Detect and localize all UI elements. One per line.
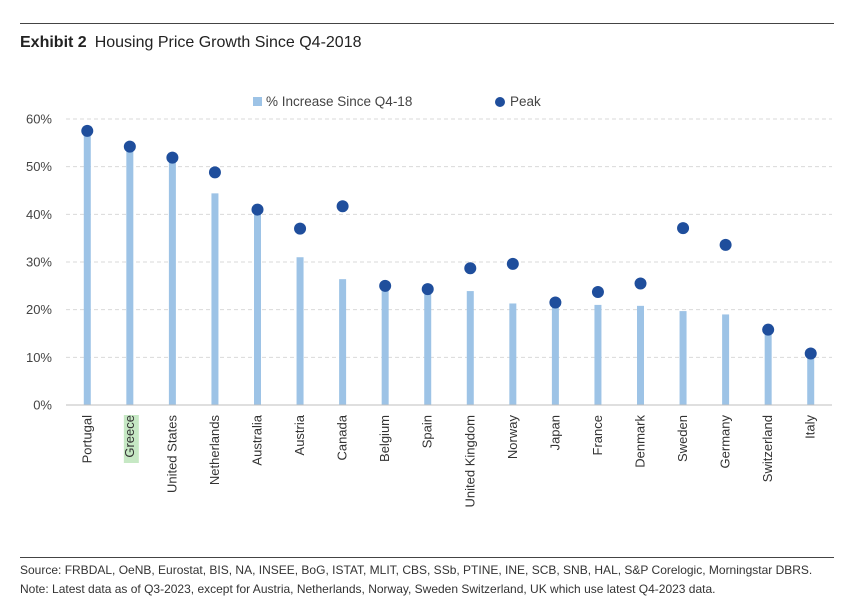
- bar-denmark: [637, 305, 644, 405]
- legend-peak-marker: [495, 97, 505, 107]
- highlight-box: [123, 415, 139, 463]
- x-tick-label: France: [590, 415, 605, 455]
- bar-netherlands: [211, 193, 219, 405]
- bar-japan: [551, 302, 559, 405]
- bar-switzerland: [764, 329, 772, 405]
- legend-bar-label: % Increase Since Q4-18: [266, 94, 412, 109]
- peak-dot-canada: [336, 200, 349, 213]
- source-note: Source: FRBDAL, OeNB, Eurostat, BIS, NA,…: [20, 563, 813, 577]
- chart-title: Housing Price Growth Since Q4-2018: [94, 34, 362, 51]
- bar-united-kingdom: [466, 291, 474, 405]
- peak-dot-australia: [251, 203, 264, 216]
- x-tick-label: Australia: [250, 414, 265, 465]
- peak-dot-switzerland: [762, 323, 775, 336]
- peak-dot-belgium: [379, 279, 392, 292]
- latest-data-note: Note: Latest data as of Q3-2023, except …: [20, 582, 716, 596]
- y-tick-label: 60%: [26, 112, 52, 127]
- x-tick-label: Norway: [505, 415, 520, 460]
- y-tick-label: 20%: [26, 302, 52, 317]
- bar-norway: [509, 303, 517, 405]
- x-tick-label: Canada: [335, 414, 350, 460]
- peak-layer: [81, 124, 817, 360]
- bar-belgium: [381, 287, 389, 405]
- peak-dot-greece: [123, 140, 136, 153]
- y-tick-label: 30%: [26, 255, 52, 270]
- x-tick-label: Spain: [420, 415, 435, 448]
- bar-layer: [83, 130, 815, 405]
- peak-dot-austria: [294, 222, 307, 235]
- bar-austria: [296, 257, 304, 405]
- x-tick-label: Denmark: [633, 415, 648, 468]
- peak-dot-germany: [719, 238, 732, 251]
- bar-australia: [254, 209, 261, 405]
- top-rule: [20, 23, 834, 24]
- bar-sweden: [679, 311, 687, 405]
- legend: % Increase Since Q4-18 Peak: [253, 94, 541, 109]
- bar-france: [594, 304, 602, 405]
- chart-area: 0% 10% 20% 30% 40% 50% 60% Portugal Greece United…: [26, 94, 832, 508]
- bar-germany: [722, 314, 730, 405]
- y-tick-label: 10%: [26, 350, 52, 365]
- x-tick-label: Sweden: [675, 415, 690, 462]
- peak-dot-netherlands: [208, 166, 221, 179]
- peak-dot-france: [591, 286, 604, 299]
- axis-layer: 0% 10% 20% 30% 40% 50% 60% Portugal Greece United…: [26, 112, 832, 508]
- bar-portugal: [83, 130, 91, 405]
- bar-italy: [807, 353, 815, 405]
- peak-dot-united-states: [166, 151, 179, 164]
- legend-peak-label: Peak: [510, 94, 541, 109]
- exhibit-title: Exhibit 2 Housing Price Growth Since Q4-2…: [20, 34, 361, 52]
- x-tick-label: Switzerland: [760, 415, 775, 482]
- peak-dot-spain: [421, 283, 434, 296]
- legend-bar-swatch: [253, 97, 262, 106]
- x-tick-label: Austria: [292, 414, 307, 455]
- x-tick-label: Netherlands: [207, 415, 222, 486]
- peak-dot-italy: [804, 347, 817, 360]
- y-tick-label: 0%: [33, 398, 52, 413]
- peak-dot-denmark: [634, 277, 647, 290]
- bar-spain: [424, 289, 432, 405]
- bar-canada: [339, 279, 347, 405]
- peak-dot-sweden: [677, 222, 690, 235]
- x-tick-label: United States: [164, 415, 179, 494]
- x-tick-label: Germany: [718, 415, 733, 469]
- y-tick-label: 40%: [26, 207, 52, 222]
- bar-united-states: [168, 157, 176, 405]
- peak-dot-japan: [549, 296, 562, 309]
- x-tick-label: Belgium: [377, 415, 392, 462]
- x-tick-label: United Kingdom: [462, 415, 477, 508]
- peak-dot-portugal: [81, 124, 94, 137]
- bar-greece: [126, 146, 134, 405]
- x-tick-label: Italy: [803, 415, 818, 439]
- peak-dot-united-kingdom: [464, 262, 477, 275]
- x-tick-label: Japan: [547, 415, 562, 450]
- x-tick-label: Portugal: [79, 415, 94, 464]
- exhibit-label: Exhibit 2: [20, 34, 87, 51]
- x-tick-label: Greece: [122, 415, 137, 458]
- grid-layer: [66, 118, 832, 358]
- bottom-rule: [20, 557, 834, 558]
- y-tick-label: 50%: [26, 159, 52, 174]
- peak-dot-norway: [506, 257, 519, 270]
